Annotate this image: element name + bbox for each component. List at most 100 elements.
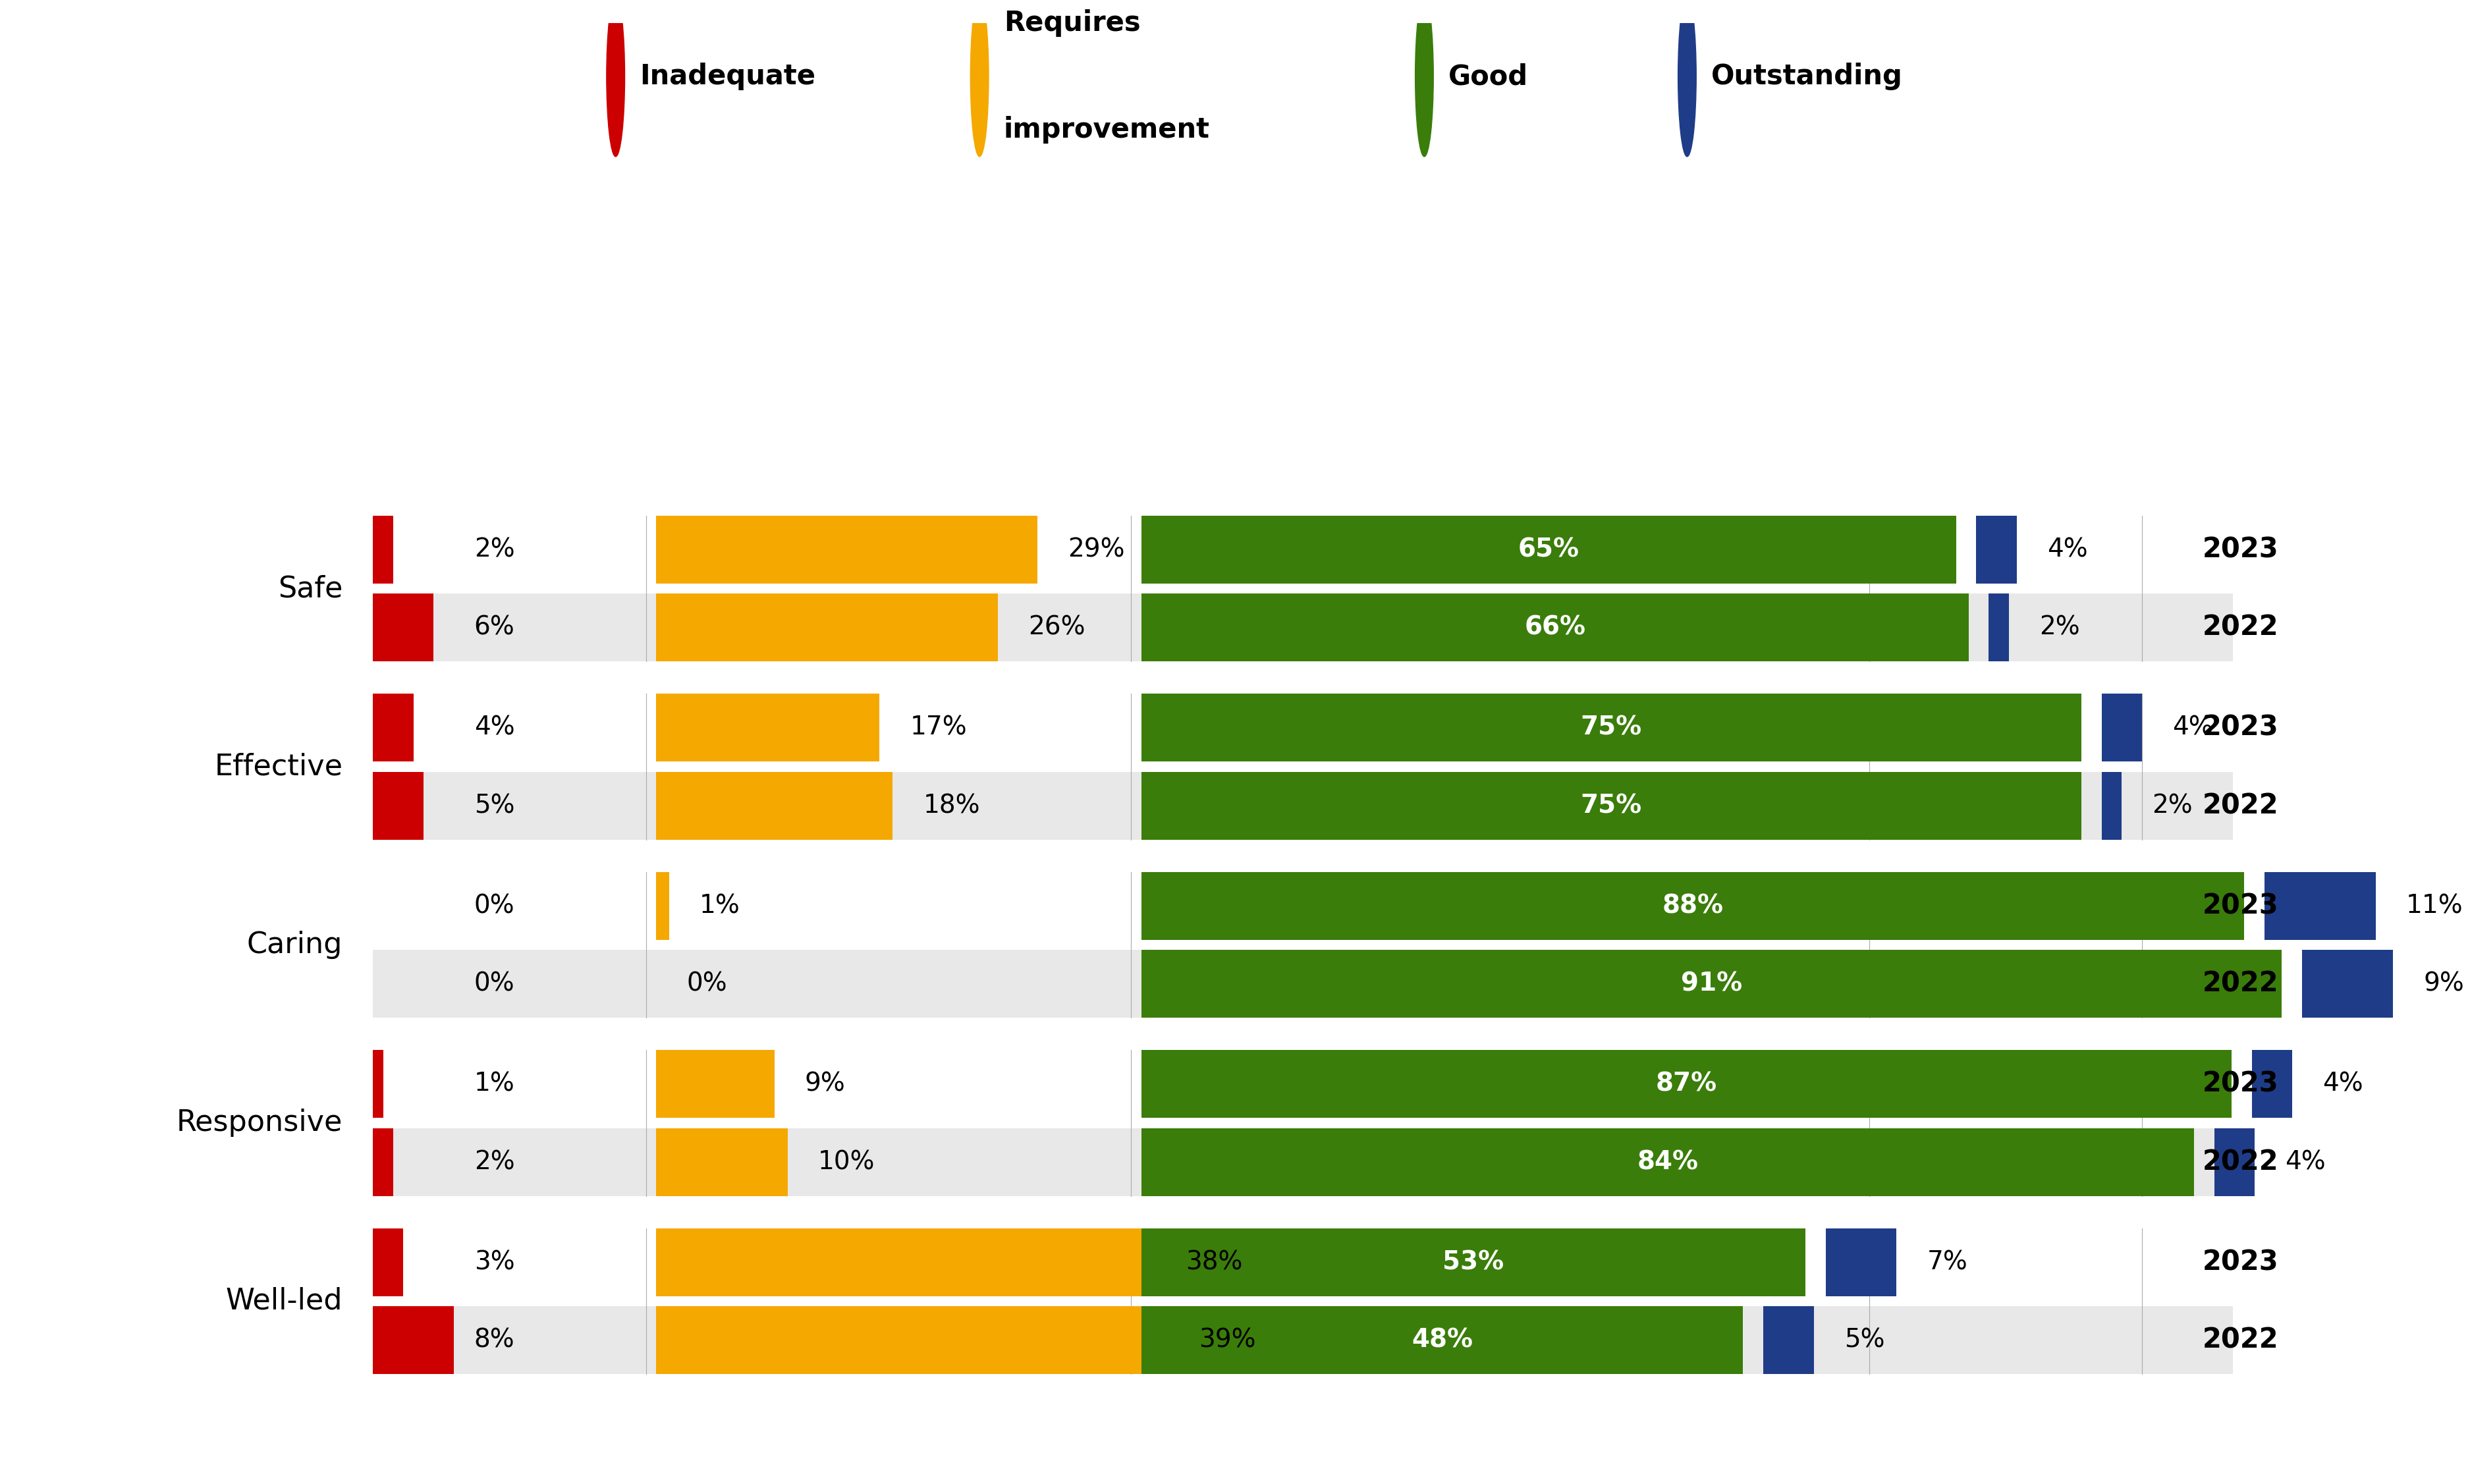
Bar <box>373 516 393 583</box>
Text: 53%: 53% <box>1442 1250 1504 1275</box>
Bar <box>1141 873 2245 939</box>
Text: Responsive: Responsive <box>175 1109 343 1137</box>
Bar <box>657 695 879 761</box>
Bar <box>373 594 2233 662</box>
Text: Effective: Effective <box>215 752 343 781</box>
Bar <box>1988 594 2008 662</box>
Bar <box>373 873 2233 939</box>
Text: 5%: 5% <box>1845 1328 1885 1353</box>
Text: 26%: 26% <box>1028 614 1084 640</box>
Text: Requires: Requires <box>1003 9 1141 37</box>
Text: 2023: 2023 <box>2203 1070 2280 1098</box>
Text: 2023: 2023 <box>2203 1248 2280 1276</box>
Text: 4%: 4% <box>474 715 514 741</box>
Text: 38%: 38% <box>1186 1250 1242 1275</box>
Circle shape <box>1415 0 1433 157</box>
Bar <box>1141 772 2082 840</box>
Text: 4%: 4% <box>2322 1071 2364 1097</box>
Bar <box>373 1229 403 1296</box>
Bar <box>373 1128 393 1196</box>
Bar <box>657 594 998 662</box>
Text: Caring: Caring <box>247 930 343 959</box>
Text: 8%: 8% <box>474 1328 514 1353</box>
Text: 2023: 2023 <box>2203 536 2280 564</box>
Text: 3%: 3% <box>474 1250 514 1275</box>
Text: 0%: 0% <box>474 972 514 996</box>
Bar <box>657 1306 1168 1374</box>
Text: 1%: 1% <box>474 1071 514 1097</box>
Text: 65%: 65% <box>1519 537 1578 562</box>
Text: 2%: 2% <box>2151 794 2193 818</box>
Bar <box>373 695 412 761</box>
Bar <box>2216 1128 2255 1196</box>
Bar <box>1141 1229 1806 1296</box>
Circle shape <box>971 0 988 157</box>
Text: 2023: 2023 <box>2203 714 2280 742</box>
Text: 4%: 4% <box>2285 1150 2327 1174</box>
Text: 48%: 48% <box>1410 1328 1472 1353</box>
Text: 2022: 2022 <box>2203 614 2280 641</box>
Bar <box>1141 1306 1744 1374</box>
Text: 29%: 29% <box>1067 537 1124 562</box>
Bar <box>2102 695 2141 761</box>
Text: 75%: 75% <box>1581 794 1643 818</box>
Text: 91%: 91% <box>1682 972 1741 996</box>
Bar <box>657 873 669 939</box>
Text: 6%: 6% <box>474 614 514 640</box>
Bar <box>2302 950 2393 1018</box>
Bar <box>657 516 1037 583</box>
Text: 88%: 88% <box>1662 893 1724 919</box>
Text: 9%: 9% <box>2423 972 2465 996</box>
Bar <box>1976 516 2016 583</box>
Bar <box>373 772 2233 840</box>
Bar <box>2102 772 2122 840</box>
Bar <box>1764 1306 1813 1374</box>
Circle shape <box>608 0 625 157</box>
Bar <box>1141 516 1956 583</box>
Text: 4%: 4% <box>2171 715 2213 741</box>
Bar <box>657 1128 788 1196</box>
Bar <box>373 1306 454 1374</box>
Bar <box>373 1128 2233 1196</box>
Text: Well-led: Well-led <box>225 1287 343 1315</box>
Text: 4%: 4% <box>2048 537 2087 562</box>
Bar <box>2265 873 2376 939</box>
Text: 0%: 0% <box>474 893 514 919</box>
Bar <box>1141 695 2082 761</box>
Text: 1%: 1% <box>699 893 741 919</box>
Text: 2%: 2% <box>474 1150 514 1174</box>
Text: 2022: 2022 <box>2203 1327 2280 1353</box>
Circle shape <box>1677 0 1697 157</box>
Text: 39%: 39% <box>1198 1328 1255 1353</box>
Text: Safe: Safe <box>279 574 343 603</box>
Text: Inadequate: Inadequate <box>640 62 815 91</box>
Bar <box>2253 1051 2292 1117</box>
Bar <box>373 695 2233 761</box>
Text: 0%: 0% <box>687 972 726 996</box>
Bar <box>373 772 422 840</box>
Bar <box>657 1229 1156 1296</box>
Bar <box>373 1051 383 1117</box>
Bar <box>373 950 2233 1018</box>
Text: 66%: 66% <box>1524 614 1586 640</box>
Bar <box>1141 950 2282 1018</box>
Text: 5%: 5% <box>474 794 514 818</box>
Text: 18%: 18% <box>924 794 981 818</box>
Text: 7%: 7% <box>1927 1250 1969 1275</box>
Text: 2023: 2023 <box>2203 892 2280 920</box>
Text: 75%: 75% <box>1581 715 1643 741</box>
Bar <box>373 1229 2233 1296</box>
Text: 2%: 2% <box>474 537 514 562</box>
Bar <box>1825 1229 1897 1296</box>
Bar <box>1141 1051 2233 1117</box>
Bar <box>373 594 435 662</box>
Text: 10%: 10% <box>818 1150 874 1174</box>
Bar <box>657 1051 776 1117</box>
Text: Outstanding: Outstanding <box>1712 62 1902 91</box>
Bar <box>1141 594 1969 662</box>
Text: Good: Good <box>1447 62 1529 91</box>
Text: 11%: 11% <box>2406 893 2463 919</box>
Text: 2022: 2022 <box>2203 792 2280 819</box>
Text: 2%: 2% <box>2040 614 2080 640</box>
Text: 87%: 87% <box>1655 1071 1717 1097</box>
